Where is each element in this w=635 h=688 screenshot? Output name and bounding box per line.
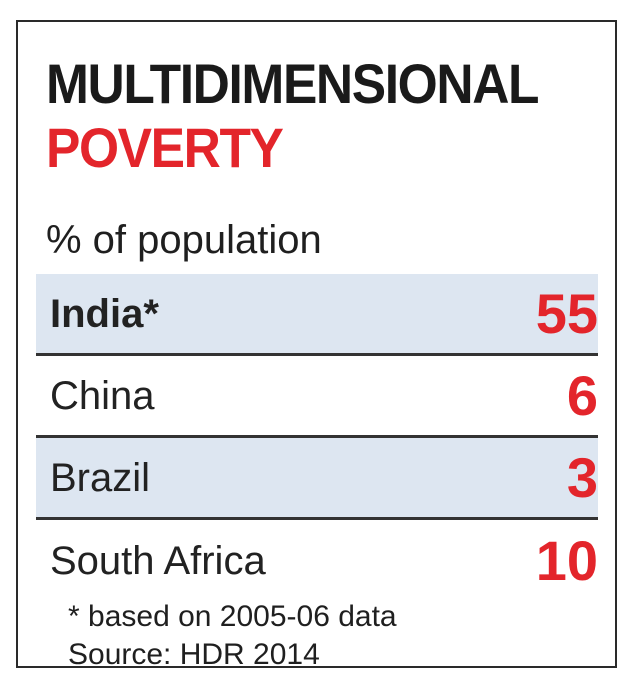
row-value-south-africa: 10 xyxy=(535,529,598,592)
chart-title-highlight: POVERTY xyxy=(46,116,284,179)
chart-subtitle: % of population xyxy=(46,218,322,262)
footnote: * based on 2005-06 data xyxy=(68,600,397,633)
source-note: Source: HDR 2014 xyxy=(68,638,320,671)
table-row-india: India* 55 xyxy=(36,274,598,356)
chart-title: MULTIDIMENSIONAL xyxy=(46,52,539,115)
row-label-brazil: Brazil xyxy=(50,455,151,500)
row-label-china: China xyxy=(50,373,155,418)
row-value-china: 6 xyxy=(566,363,598,427)
table-row-south-africa: South Africa 10 xyxy=(36,520,598,602)
row-value-brazil: 3 xyxy=(566,445,598,509)
row-label-south-africa: South Africa xyxy=(50,539,266,583)
table-row-brazil: Brazil 3 xyxy=(36,438,598,520)
row-value-india: 55 xyxy=(535,281,598,345)
row-label-india: India* xyxy=(50,291,159,336)
table-row-china: China 6 xyxy=(36,356,598,438)
infographic-frame: MULTIDIMENSIONAL POVERTY % of population… xyxy=(16,20,617,671)
data-table: India* 55 China 6 Brazil 3 South Africa … xyxy=(36,274,598,602)
